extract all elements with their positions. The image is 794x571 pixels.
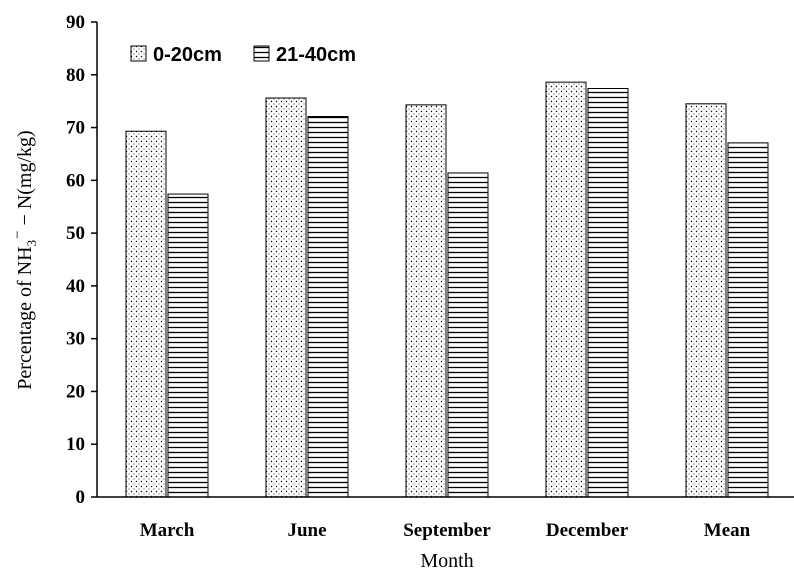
y-tick-label: 0 [76, 487, 86, 508]
x-axis-title: Month [420, 550, 473, 571]
legend-label-0-20cm: 0-20cm [153, 44, 222, 66]
bar-march-0-20cm [125, 130, 167, 498]
legend: 0-20cm 21-40cm [130, 44, 356, 66]
y-tick-label: 40 [66, 276, 85, 297]
y-tick-label: 30 [66, 329, 85, 350]
legend-swatch-0-20cm [130, 45, 147, 62]
legend-label-21-40cm: 21-40cm [276, 44, 356, 66]
y-tick-label: 60 [66, 170, 85, 191]
x-tick-label-june: June [287, 520, 326, 541]
bar-mean-21-40cm [727, 142, 769, 498]
y-tick-label: 90 [66, 12, 85, 33]
y-ticks: 0 10 20 30 40 50 60 70 80 90 [66, 12, 97, 508]
y-tick-label: 50 [66, 223, 85, 244]
bar-mean-0-20cm [685, 103, 727, 498]
bar-december-21-40cm [587, 88, 629, 498]
x-tick-label-september: September [403, 520, 491, 541]
bar-march-21-40cm [167, 193, 209, 498]
legend-swatch-21-40cm [253, 45, 270, 62]
y-tick-label: 20 [66, 381, 85, 402]
x-tick-label-mean: Mean [704, 520, 751, 541]
x-tick-label-march: March [140, 520, 195, 541]
bar-september-0-20cm [405, 104, 447, 498]
bars-layer [125, 81, 769, 498]
bar-september-21-40cm [447, 172, 489, 498]
bar-june-21-40cm [307, 115, 349, 498]
y-tick-label: 70 [66, 118, 85, 139]
y-tick-label: 80 [66, 65, 85, 86]
y-axis-title: Percentage of NH3− − N(mg/kg) [10, 130, 39, 389]
x-tick-label-december: December [546, 520, 629, 541]
bar-june-0-20cm [265, 97, 307, 498]
axes-layer [96, 22, 794, 498]
x-tick-labels: March June September December Mean [140, 520, 751, 541]
y-tick-label: 10 [66, 434, 85, 455]
bar-december-0-20cm [545, 81, 587, 498]
